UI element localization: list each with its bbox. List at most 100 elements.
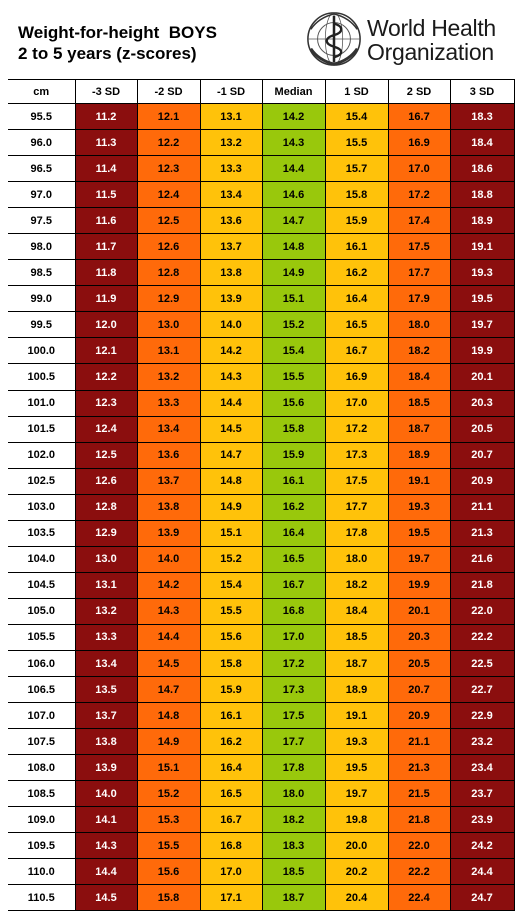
cell-3sd: 22.2 <box>449 624 515 651</box>
cell-1sd: 16.5 <box>324 311 388 339</box>
cell-2sd: 21.5 <box>387 780 450 808</box>
column-header-1sd: 1 SD <box>324 79 389 104</box>
table-row: 100.0 12.1 13.1 14.2 15.4 16.7 18.2 19.9 <box>8 337 515 365</box>
cell-minus3sd: 11.9 <box>74 285 137 313</box>
cell-2sd: 18.2 <box>387 337 450 365</box>
cell-minus3sd: 11.7 <box>74 233 137 261</box>
cell-3sd: 19.9 <box>449 337 515 365</box>
cell-minus1sd: 15.8 <box>199 650 262 678</box>
cell-minus2sd: 14.4 <box>136 624 200 651</box>
cell-median: 14.3 <box>261 129 325 157</box>
cell-3sd: 18.6 <box>449 155 515 183</box>
cell-median: 17.0 <box>261 624 325 651</box>
cell-median: 17.7 <box>261 728 325 756</box>
cell-1sd: 15.7 <box>324 155 388 183</box>
cell-height-cm: 107.5 <box>8 728 75 756</box>
column-header-minus1sd: -1 SD <box>199 79 263 104</box>
cell-minus2sd: 13.1 <box>136 337 200 365</box>
cell-height-cm: 106.5 <box>8 676 75 704</box>
cell-2sd: 20.5 <box>387 650 450 678</box>
cell-1sd: 18.4 <box>324 598 388 625</box>
cell-minus3sd: 14.5 <box>74 884 137 912</box>
column-header-minus2sd: -2 SD <box>136 79 201 104</box>
cell-minus3sd: 13.4 <box>74 650 137 678</box>
cell-minus1sd: 17.0 <box>199 858 262 886</box>
cell-minus3sd: 12.0 <box>74 311 137 339</box>
cell-3sd: 23.2 <box>449 728 515 756</box>
cell-3sd: 21.1 <box>449 494 515 521</box>
table-row: 105.0 13.2 14.3 15.5 16.8 18.4 20.1 22.0 <box>8 598 515 625</box>
cell-3sd: 20.3 <box>449 390 515 417</box>
cell-height-cm: 97.0 <box>8 181 75 209</box>
cell-2sd: 20.7 <box>387 676 450 704</box>
cell-height-cm: 97.5 <box>8 207 75 235</box>
cell-minus2sd: 14.3 <box>136 598 200 625</box>
cell-minus3sd: 12.5 <box>74 442 137 469</box>
cell-minus3sd: 12.9 <box>74 520 137 547</box>
cell-1sd: 20.4 <box>324 884 388 912</box>
cell-minus1sd: 16.1 <box>199 702 262 730</box>
cell-minus3sd: 12.1 <box>74 337 137 365</box>
cell-1sd: 18.2 <box>324 572 388 599</box>
cell-minus1sd: 13.8 <box>199 259 262 287</box>
table-row: 102.0 12.5 13.6 14.7 15.9 17.3 18.9 20.7 <box>8 442 515 469</box>
cell-median: 16.2 <box>261 494 325 521</box>
cell-1sd: 19.5 <box>324 754 388 782</box>
cell-minus2sd: 14.9 <box>136 728 200 756</box>
cell-2sd: 20.1 <box>387 598 450 625</box>
cell-height-cm: 105.5 <box>8 624 75 651</box>
cell-minus1sd: 13.7 <box>199 233 262 261</box>
cell-1sd: 18.9 <box>324 676 388 704</box>
cell-minus2sd: 14.0 <box>136 546 200 573</box>
cell-2sd: 17.7 <box>387 259 450 287</box>
cell-median: 18.3 <box>261 832 325 860</box>
cell-height-cm: 105.0 <box>8 598 75 625</box>
cell-minus2sd: 12.9 <box>136 285 200 313</box>
cell-minus3sd: 13.2 <box>74 598 137 625</box>
column-header-2sd: 2 SD <box>387 79 451 104</box>
cell-minus1sd: 16.2 <box>199 728 262 756</box>
cell-1sd: 16.9 <box>324 363 388 391</box>
cell-minus1sd: 14.2 <box>199 337 262 365</box>
column-header-minus3sd: -3 SD <box>74 79 138 104</box>
cell-median: 15.5 <box>261 363 325 391</box>
table-row: 100.5 12.2 13.2 14.3 15.5 16.9 18.4 20.1 <box>8 363 515 391</box>
cell-1sd: 16.4 <box>324 285 388 313</box>
cell-minus2sd: 13.8 <box>136 494 200 521</box>
cell-median: 18.0 <box>261 780 325 808</box>
cell-height-cm: 109.5 <box>8 832 75 860</box>
cell-3sd: 19.5 <box>449 285 515 313</box>
cell-2sd: 17.9 <box>387 285 450 313</box>
table-row: 98.5 11.8 12.8 13.8 14.9 16.2 17.7 19.3 <box>8 259 515 287</box>
cell-minus2sd: 13.9 <box>136 520 200 547</box>
cell-3sd: 24.2 <box>449 832 515 860</box>
page-header: Weight-for-height BOYS 2 to 5 years (z-sc… <box>0 0 527 78</box>
table-row: 106.5 13.5 14.7 15.9 17.3 18.9 20.7 22.7 <box>8 676 515 704</box>
cell-minus1sd: 15.5 <box>199 598 262 625</box>
cell-3sd: 22.9 <box>449 702 515 730</box>
table-row: 104.0 13.0 14.0 15.2 16.5 18.0 19.7 21.6 <box>8 546 515 573</box>
cell-minus1sd: 14.7 <box>199 442 262 469</box>
cell-median: 17.8 <box>261 754 325 782</box>
logo-line-2: Organization <box>367 39 494 65</box>
table-row: 96.0 11.3 12.2 13.2 14.3 15.5 16.9 18.4 <box>8 129 515 157</box>
table-row: 104.5 13.1 14.2 15.4 16.7 18.2 19.9 21.8 <box>8 572 515 599</box>
cell-minus2sd: 14.8 <box>136 702 200 730</box>
table-row: 103.5 12.9 13.9 15.1 16.4 17.8 19.5 21.3 <box>8 520 515 547</box>
cell-2sd: 17.0 <box>387 155 450 183</box>
cell-median: 15.4 <box>261 337 325 365</box>
column-header-3sd: 3 SD <box>449 79 515 104</box>
table-row: 106.0 13.4 14.5 15.8 17.2 18.7 20.5 22.5 <box>8 650 515 678</box>
cell-median: 14.2 <box>261 103 325 131</box>
cell-1sd: 18.7 <box>324 650 388 678</box>
cell-minus1sd: 14.9 <box>199 494 262 521</box>
cell-minus2sd: 15.8 <box>136 884 200 912</box>
cell-1sd: 16.2 <box>324 259 388 287</box>
cell-2sd: 19.1 <box>387 468 450 495</box>
cell-height-cm: 96.5 <box>8 155 75 183</box>
table-row: 105.5 13.3 14.4 15.6 17.0 18.5 20.3 22.2 <box>8 624 515 651</box>
cell-minus1sd: 15.1 <box>199 520 262 547</box>
cell-height-cm: 98.0 <box>8 233 75 261</box>
cell-minus1sd: 15.9 <box>199 676 262 704</box>
cell-height-cm: 100.5 <box>8 363 75 391</box>
